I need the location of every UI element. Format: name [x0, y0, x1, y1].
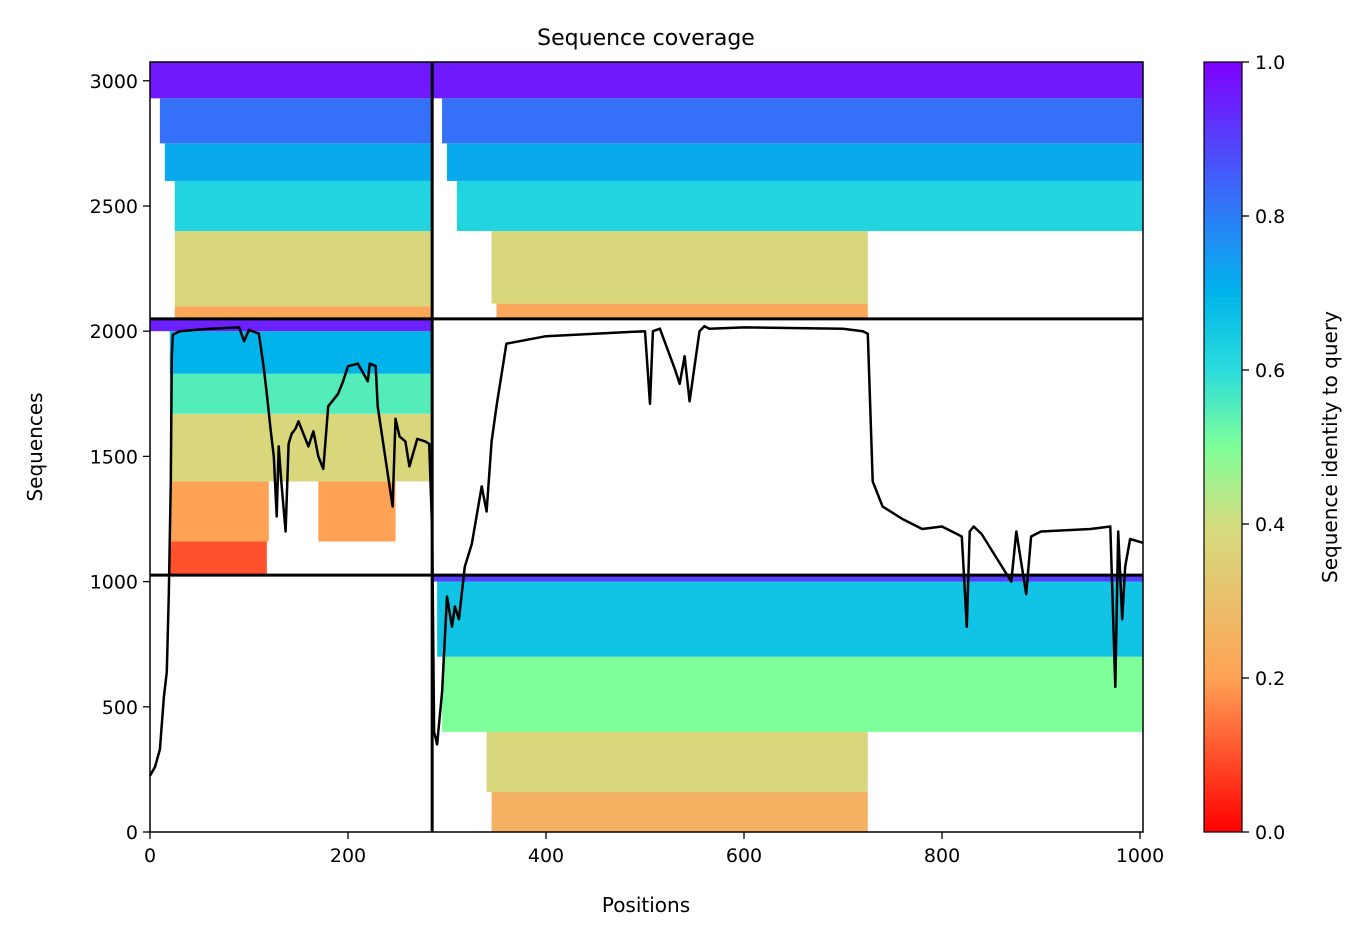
- chain-2-block-band-1: [486, 731, 868, 792]
- colorbar-tick-label: 0.8: [1255, 206, 1285, 228]
- chain-2-block-band-0: [491, 791, 868, 832]
- plot-frame: [149, 61, 1144, 833]
- chain-1-vs-2-block-band-2: [174, 180, 433, 232]
- colorbar: [1203, 61, 1243, 833]
- chain-1-vs-2-block-band-5: [150, 62, 433, 99]
- x-tick-label: 0: [144, 845, 156, 867]
- colorbar-ticks: 0.0 0.2 0.4 0.6 0.8 1.0: [1242, 52, 1285, 844]
- colorbar-tick-label: 1.0: [1255, 52, 1285, 74]
- chain-2-vs-1-block-band-3: [447, 143, 1143, 181]
- colorbar-tick-label: 0.2: [1255, 668, 1285, 690]
- block-dividers: [150, 62, 1143, 832]
- chain-2-block-band-2: [442, 656, 1143, 732]
- chain-1-vs-2-block-band-3: [164, 143, 433, 181]
- x-tick-label: 600: [726, 845, 762, 867]
- chain-1-vs-2-block-band-0: [174, 306, 433, 319]
- colorbar-tick-label: 0.4: [1255, 514, 1285, 536]
- x-tick-label: 1000: [1116, 845, 1164, 867]
- x-axis-label: Positions: [602, 893, 690, 917]
- chain-2-vs-1-block-band-1: [491, 231, 868, 304]
- x-tick-label: 400: [528, 845, 564, 867]
- colorbar-tick-label: 0.6: [1255, 360, 1285, 382]
- colorbar-tick-label: 0.0: [1255, 822, 1285, 844]
- chain-2-vs-1-block-band-2: [456, 180, 1143, 232]
- y-tick-label: 2000: [90, 321, 138, 343]
- chain-2-vs-1-block-band-5: [432, 62, 1143, 99]
- chain-1-block-band-0: [169, 541, 267, 576]
- coverage-line: [148, 324, 1144, 777]
- x-tick-label: 800: [924, 845, 960, 867]
- chain-2-vs-1-block-band-4: [442, 98, 1143, 144]
- chart-title: Sequence coverage: [537, 26, 755, 51]
- chain-1-block-band-5: [169, 331, 433, 374]
- chain-1-block-band-4: [169, 373, 433, 414]
- chain-2-block-band-4: [432, 575, 1143, 582]
- heatmap-area: [150, 62, 1143, 832]
- y-tick-label: 2500: [90, 196, 138, 218]
- chain-2-block-band-3: [437, 581, 1143, 657]
- colorbar-label: Sequence identity to query: [1318, 311, 1342, 583]
- y-tick-label: 1000: [90, 572, 138, 594]
- y-tick-label: 1500: [90, 446, 138, 468]
- chain-2-vs-1-block-band-0: [496, 303, 868, 319]
- chain-1-block-band-2: [318, 481, 396, 542]
- y-axis-label: Sequences: [23, 392, 47, 501]
- y-tick-label: 500: [102, 697, 138, 719]
- chain-1-vs-2-block-band-4: [159, 98, 433, 144]
- chain-1-block-band-1: [169, 481, 269, 542]
- y-tick-label: 0: [126, 822, 138, 844]
- y-axis: 0 500 1000 1500 2000 2500 3000: [90, 71, 150, 844]
- chain-1-vs-2-block-band-1: [174, 231, 433, 307]
- y-tick-label: 3000: [90, 71, 138, 93]
- x-tick-label: 200: [330, 845, 366, 867]
- x-axis: 0 200 400 600 800 1000: [144, 832, 1164, 867]
